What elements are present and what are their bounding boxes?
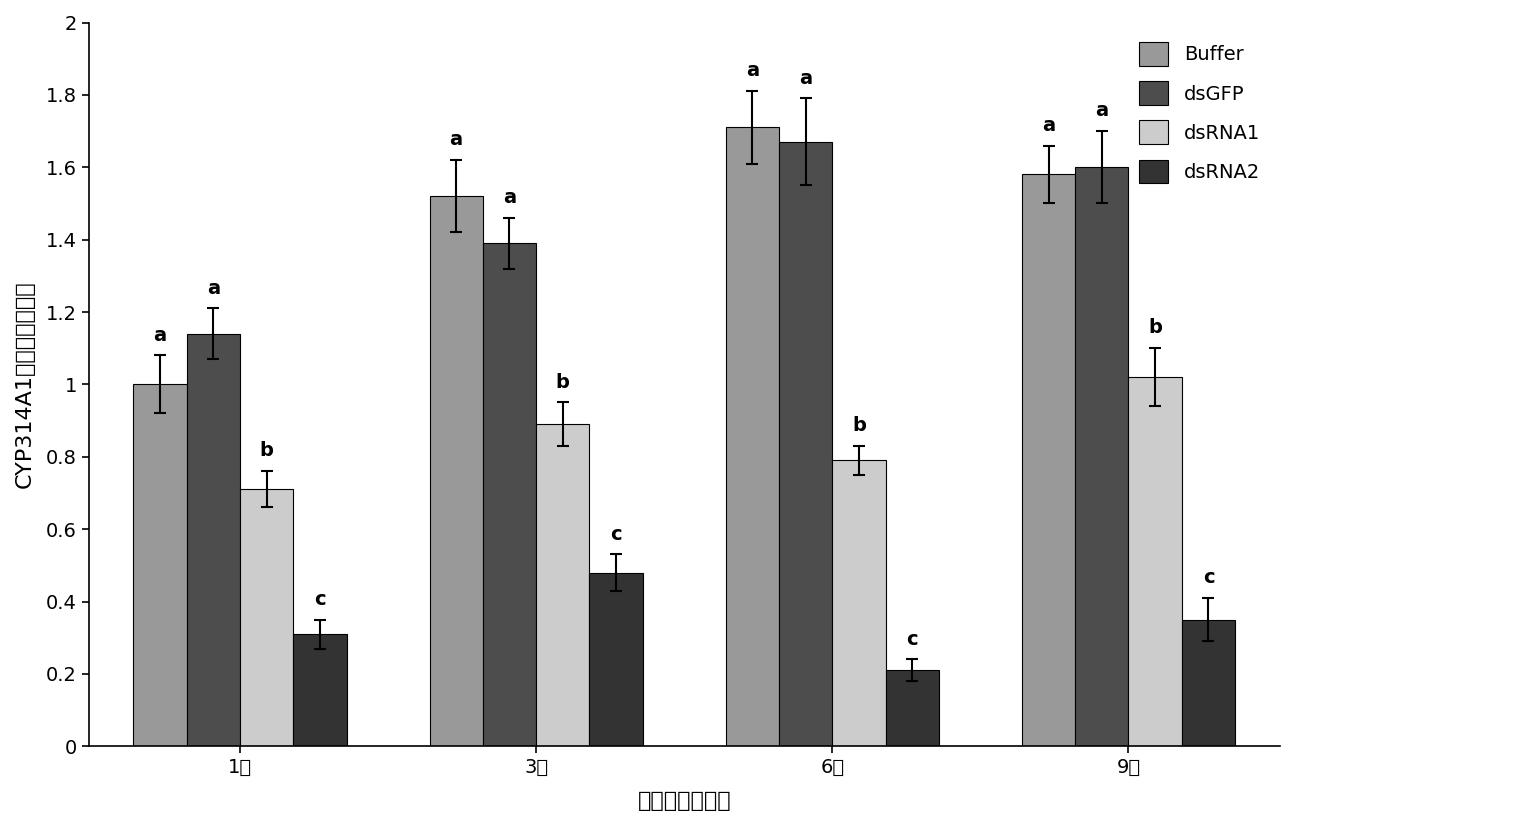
- Bar: [134, 384, 187, 747]
- Bar: [725, 127, 778, 747]
- X-axis label: 注射后不同天数: 注射后不同天数: [638, 791, 731, 811]
- Text: c: c: [1203, 568, 1214, 587]
- Text: a: a: [503, 188, 516, 207]
- Text: a: a: [1095, 102, 1109, 121]
- Bar: [1129, 377, 1182, 747]
- Text: a: a: [800, 69, 812, 88]
- Y-axis label: CYP314A1基因相对表达量: CYP314A1基因相对表达量: [15, 281, 35, 488]
- Bar: [1075, 167, 1129, 747]
- Bar: [294, 634, 347, 747]
- Text: a: a: [449, 131, 463, 150]
- Bar: [886, 671, 940, 747]
- Bar: [778, 142, 833, 747]
- Text: c: c: [314, 590, 326, 609]
- Bar: [1022, 174, 1075, 747]
- Legend: Buffer, dsGFP, dsRNA1, dsRNA2: Buffer, dsGFP, dsRNA1, dsRNA2: [1130, 32, 1270, 193]
- Bar: [241, 489, 294, 747]
- Text: a: a: [746, 61, 758, 80]
- Bar: [187, 334, 241, 747]
- Text: c: c: [906, 629, 918, 648]
- Bar: [483, 244, 536, 747]
- Bar: [536, 425, 589, 747]
- Bar: [833, 460, 886, 747]
- Text: b: b: [260, 441, 274, 460]
- Text: a: a: [1042, 116, 1055, 135]
- Text: b: b: [556, 373, 570, 392]
- Text: b: b: [1148, 318, 1162, 337]
- Text: c: c: [611, 525, 621, 544]
- Bar: [1182, 620, 1235, 747]
- Bar: [429, 197, 483, 747]
- Text: a: a: [154, 325, 166, 344]
- Text: b: b: [851, 416, 867, 435]
- Bar: [589, 572, 643, 747]
- Text: a: a: [207, 278, 219, 297]
